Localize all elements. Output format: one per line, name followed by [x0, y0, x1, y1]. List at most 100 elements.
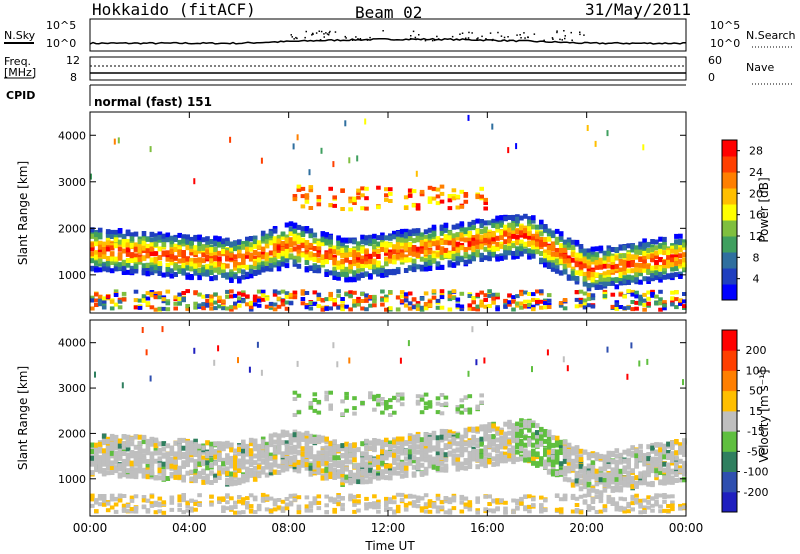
power-cell	[491, 236, 496, 242]
velocity-cell	[153, 510, 159, 515]
velocity-cell	[384, 449, 389, 455]
velocity-cell	[403, 502, 409, 507]
power-cell	[252, 302, 258, 307]
power-cell	[634, 290, 639, 295]
velocity-cell	[260, 369, 263, 376]
velocity-cell	[245, 505, 250, 510]
power-cell	[193, 291, 198, 296]
velocity-cell	[248, 437, 254, 443]
power-cell	[630, 262, 635, 268]
power-cell	[380, 267, 385, 273]
power-cell	[399, 252, 405, 258]
velocity-cell	[511, 498, 516, 503]
velocity-cell	[324, 395, 329, 399]
power-cell	[121, 248, 127, 254]
velocity-cell	[189, 476, 194, 482]
velocity-cell	[368, 504, 373, 508]
velocity-cell	[372, 469, 377, 475]
velocity-cell	[101, 471, 107, 477]
velocity-cell	[101, 456, 107, 462]
power-cell	[197, 292, 202, 297]
power-cell	[364, 296, 369, 301]
velocity-cell	[427, 404, 433, 409]
velocity-cell	[392, 460, 397, 465]
power-cell	[105, 267, 111, 273]
velocity-cell	[403, 465, 409, 471]
power-cell	[562, 269, 568, 275]
velocity-cell	[241, 510, 246, 515]
power-cell	[471, 306, 476, 311]
noise-search-point	[570, 31, 572, 34]
power-cell	[554, 228, 560, 234]
velocity-cell	[364, 479, 369, 485]
power-cell	[225, 289, 230, 294]
power-cell	[276, 238, 282, 244]
velocity-cell	[237, 510, 242, 515]
velocity-cell	[415, 499, 421, 504]
noise-search-point	[290, 34, 292, 36]
power-cell	[384, 270, 389, 275]
power-cell	[328, 255, 333, 260]
power-cell	[634, 254, 639, 260]
power-cell	[189, 261, 194, 267]
power-cell	[455, 260, 461, 266]
velocity-cell	[507, 447, 512, 453]
power-cell	[487, 293, 492, 298]
power-cell	[209, 251, 214, 257]
velocity-cell	[252, 510, 258, 514]
velocity-cell	[388, 463, 393, 469]
power-cell	[113, 302, 119, 307]
velocity-cell	[113, 452, 119, 458]
velocity-cell	[276, 445, 282, 451]
power-cell	[523, 241, 528, 247]
velocity-cell	[352, 411, 357, 416]
velocity-cell	[125, 446, 131, 452]
power-cell	[459, 189, 465, 194]
power-cell	[407, 236, 413, 242]
power-cell	[372, 251, 377, 257]
velocity-cell	[217, 452, 222, 458]
velocity-cell	[451, 506, 457, 511]
velocity-cell	[161, 469, 167, 475]
noise-search-point	[456, 38, 459, 41]
power-cell	[539, 237, 544, 242]
power-cell	[364, 196, 369, 201]
velocity-cell	[423, 432, 429, 438]
power-cell	[674, 239, 679, 245]
velocity-cell	[340, 412, 345, 417]
velocity-cell	[181, 498, 186, 503]
velocity-cell	[403, 468, 409, 474]
velocity-cell	[225, 470, 230, 476]
velocity-cell	[316, 410, 322, 415]
velocity-cell	[145, 438, 151, 444]
velocity-cell	[268, 509, 274, 514]
power-cell	[213, 292, 218, 297]
velocity-cell	[388, 398, 393, 403]
power-cell	[411, 238, 417, 244]
velocity-cell	[399, 443, 405, 449]
velocity-cell	[320, 435, 326, 441]
velocity-cell	[439, 434, 445, 440]
velocity-cell	[312, 398, 318, 402]
velocity-cell	[392, 455, 397, 461]
velocity-cell	[368, 471, 373, 477]
power-cell	[642, 303, 647, 307]
power-cell	[642, 244, 647, 250]
velocity-cell	[427, 456, 433, 462]
power-cell	[543, 262, 548, 268]
velocity-cell	[121, 508, 127, 513]
power-cell	[407, 230, 413, 236]
power-cell	[296, 263, 302, 269]
velocity-cell	[296, 495, 302, 500]
power-cell	[157, 295, 163, 300]
power-cell	[161, 297, 167, 302]
velocity-cell	[316, 467, 322, 473]
power-cell	[682, 292, 687, 296]
power-cell	[578, 289, 584, 294]
velocity-cell	[419, 456, 425, 462]
power-cell	[407, 193, 413, 198]
velocity-cell	[479, 441, 484, 447]
power-cell	[248, 307, 254, 312]
power-cell	[169, 260, 175, 266]
velocity-cell	[388, 440, 393, 446]
